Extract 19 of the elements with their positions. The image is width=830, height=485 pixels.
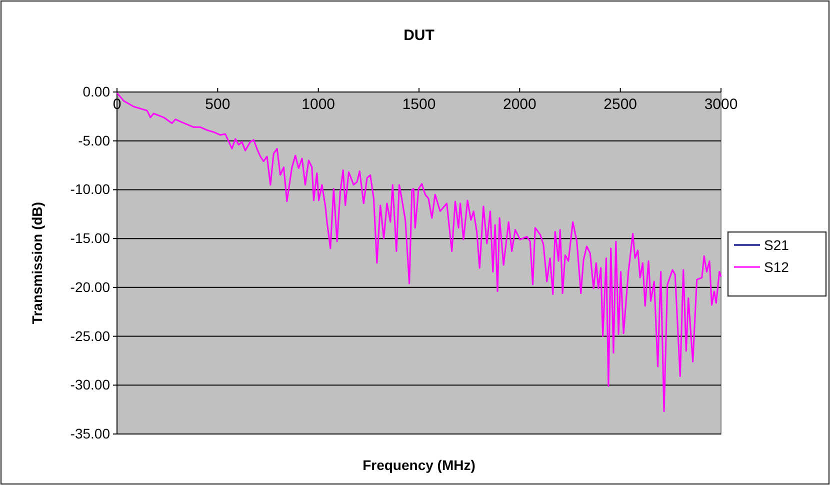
x-tick-label: 3000: [704, 96, 738, 113]
legend-label: S12: [764, 259, 790, 275]
legend-label: S21: [764, 237, 790, 253]
x-tick-label: 2000: [502, 96, 536, 113]
y-tick-label: 0.00: [82, 83, 110, 100]
x-tick-label: 500: [205, 96, 230, 113]
chart-title: DUT: [404, 27, 434, 44]
y-tick-label: -30.00: [70, 376, 110, 393]
y-tick-label: -35.00: [70, 425, 110, 442]
y-tick-label: -25.00: [70, 328, 110, 344]
y-tick-label: -20.00: [70, 278, 110, 295]
x-axis-title: Frequency (MHz): [362, 457, 476, 473]
y-tick-label: -15.00: [70, 230, 110, 246]
y-tick-label: -5.00: [78, 132, 110, 148]
y-tick-label: -10.00: [70, 181, 110, 198]
x-tick-label: 1000: [302, 96, 336, 113]
x-tick-label: 1500: [402, 96, 436, 113]
x-tick-label: 2500: [604, 96, 638, 113]
y-axis-title: Transmission (dB): [29, 202, 45, 324]
